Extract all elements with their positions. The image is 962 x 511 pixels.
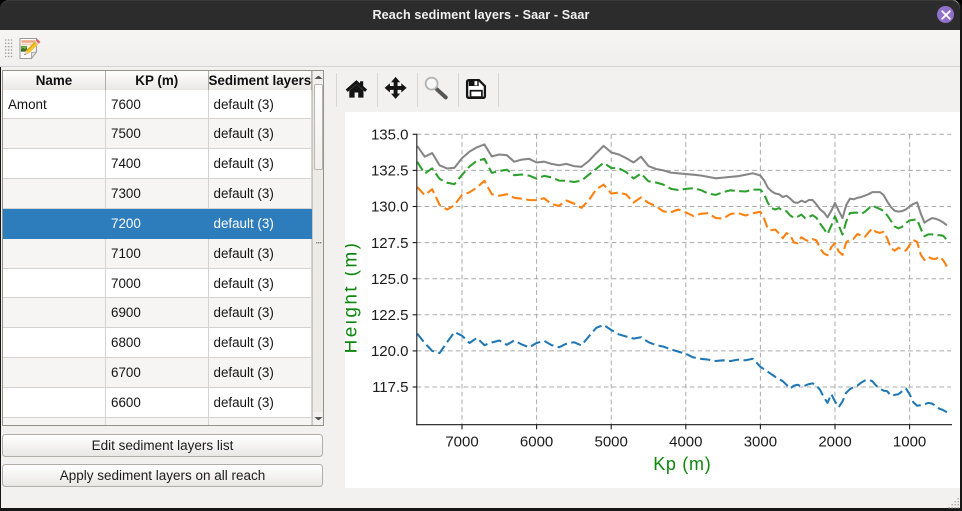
svg-text:7000: 7000: [445, 434, 478, 451]
svg-text:2000: 2000: [818, 434, 851, 451]
svg-text:6000: 6000: [520, 434, 553, 451]
svg-text:135.0: 135.0: [371, 127, 409, 144]
svg-text:117.5: 117.5: [372, 379, 408, 396]
svg-text:127.5: 127.5: [371, 235, 409, 252]
svg-text:130.0: 130.0: [371, 199, 409, 216]
svg-text:120.0: 120.0: [371, 343, 409, 360]
svg-text:132.5: 132.5: [371, 163, 409, 180]
svg-text:1000: 1000: [893, 434, 926, 451]
svg-text:5000: 5000: [595, 434, 628, 451]
svg-text:Kp (m): Kp (m): [653, 454, 711, 474]
svg-text:125.0: 125.0: [371, 271, 409, 288]
svg-text:4000: 4000: [669, 434, 702, 451]
svg-text:122.5: 122.5: [371, 307, 409, 324]
svg-text:Height (m): Height (m): [345, 241, 362, 354]
svg-text:3000: 3000: [744, 434, 777, 451]
